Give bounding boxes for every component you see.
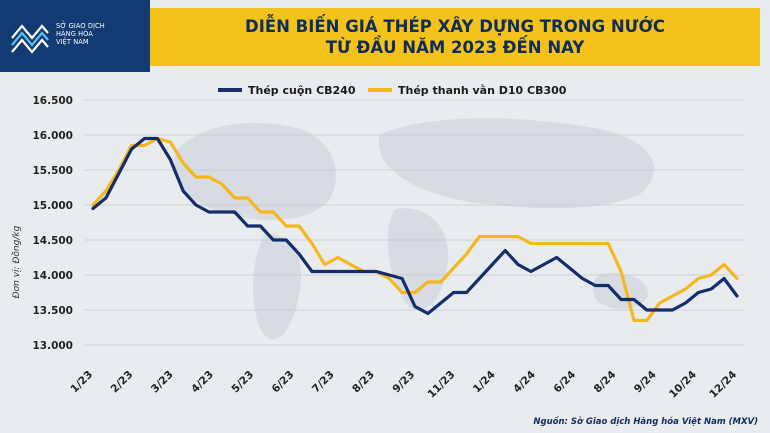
logo-line-1: SỞ GIAO DỊCH <box>56 22 105 30</box>
y-tick-label: 16.500 <box>32 95 73 107</box>
logo-line-3: VIỆT NAM <box>56 38 89 46</box>
x-tick-label: 1/23 <box>68 369 95 396</box>
x-axis: 1/23 2/23 3/23 4/23 5/23 6/23 7/23 8/23 9/23 11/2… <box>68 369 739 401</box>
title-line-2: TỪ ĐẦU NĂM 2023 ĐẾN NAY <box>325 38 585 57</box>
legend-label: Thép thanh vằn D10 CB300 <box>398 84 567 97</box>
x-tick-label: 9/23 <box>390 369 417 396</box>
source-note: Nguồn: Sở Giao dịch Hàng hóa Việt Nam (M… <box>533 417 758 427</box>
series-line-1 <box>91 136 739 316</box>
logo-icon <box>11 24 49 54</box>
logo-line-2: HÀNG HÓA <box>56 30 93 38</box>
x-tick-label: 8/24 <box>592 369 619 396</box>
legend: Thép cuộn CB240 Thép thanh vằn D10 CB300 <box>218 84 567 97</box>
x-tick-label: 3/23 <box>149 369 176 396</box>
x-tick-label: 4/24 <box>511 369 538 396</box>
x-tick-label: 5/23 <box>229 369 256 396</box>
series-line-2 <box>91 136 739 323</box>
x-tick-label: 1/24 <box>471 369 498 396</box>
y-axis-label: Đơn vị: Đồng/kg <box>11 225 22 298</box>
x-tick-label: 7/23 <box>310 369 337 396</box>
x-tick-label: 12/24 <box>707 369 739 401</box>
logo-text: SỞ GIAO DỊCH HÀNG HÓA VIỆT NAM <box>56 22 148 46</box>
title-line-1: DIỄN BIẾN GIÁ THÉP XÂY DỰNG TRONG NƯỚC <box>245 17 665 36</box>
y-tick-label: 15.500 <box>32 165 73 177</box>
y-tick-label: 16.000 <box>32 130 73 142</box>
x-tick-label: 6/23 <box>270 369 297 396</box>
y-tick-label: 14.000 <box>32 270 73 282</box>
gridlines <box>85 99 745 346</box>
x-tick-label: 2/23 <box>109 369 136 396</box>
x-tick-label: 6/24 <box>551 369 578 396</box>
legend-label: Thép cuộn CB240 <box>248 84 356 97</box>
x-tick-label: 10/24 <box>667 369 699 401</box>
logo: SỞ GIAO DỊCH HÀNG HÓA VIỆT NAM <box>0 0 150 72</box>
chart-title: DIỄN BIẾN GIÁ THÉP XÂY DỰNG TRONG NƯỚC T… <box>150 8 760 66</box>
x-tick-label: 11/23 <box>426 369 458 401</box>
x-tick-label: 8/23 <box>350 369 377 396</box>
x-tick-label: 4/23 <box>189 369 216 396</box>
y-tick-label: 14.500 <box>32 235 73 247</box>
y-tick-label: 13.000 <box>32 340 73 352</box>
y-tick-label: 15.000 <box>32 200 73 212</box>
y-tick-label: 13.500 <box>32 305 73 317</box>
y-axis: 13.000 13.500 14.000 14.500 15.000 15.500 16.0… <box>32 95 73 352</box>
line-chart: 13.000 13.500 14.000 14.500 15.000 15.500 16.0… <box>11 84 745 401</box>
x-tick-label: 9/24 <box>632 369 659 396</box>
series-lines <box>91 136 739 323</box>
